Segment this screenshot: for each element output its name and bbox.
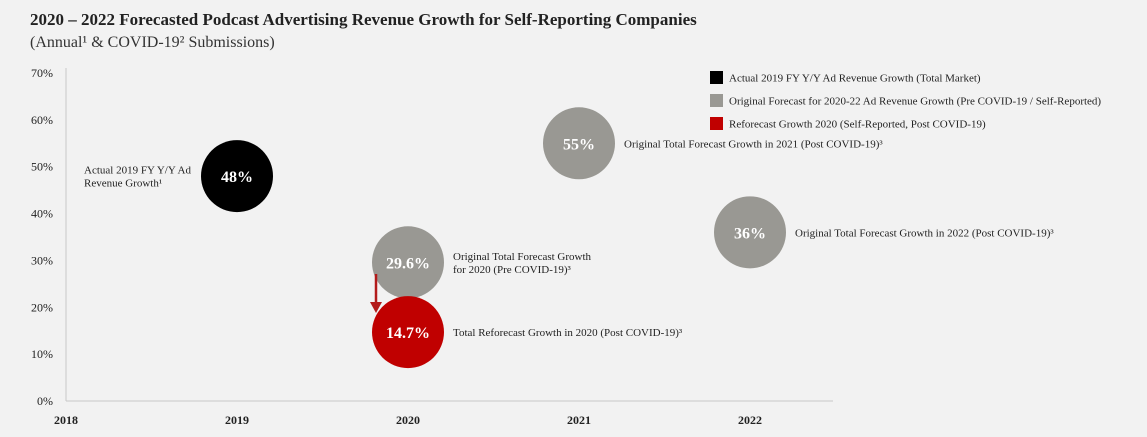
x-tick-label: 2020	[396, 413, 420, 427]
bubble	[372, 226, 444, 299]
legend-swatch	[710, 71, 723, 84]
x-tick-label: 2019	[225, 413, 249, 427]
legend-label: Reforecast Growth 2020 (Self-Reported, P…	[729, 119, 986, 131]
y-tick-label: 10%	[31, 347, 53, 361]
legend-swatch	[710, 117, 723, 130]
chart-title: 2020 – 2022 Forecasted Podcast Advertisi…	[30, 10, 697, 29]
bubble-value-label: 14.7%	[386, 325, 430, 342]
bubble-annotation: Original Total Forecast Growth in 2021 (…	[624, 138, 883, 150]
x-tick-label: 2022	[738, 413, 762, 427]
bubble-value-label: 29.6%	[386, 255, 430, 272]
legend-swatch	[710, 94, 723, 107]
axes: 0% 10% 20% 30% 40% 50% 60% 70% 2018 2019 2020 2021 2…	[31, 66, 833, 427]
bubble-annotation: Original Total Forecast Growth in 2022 (…	[795, 227, 1054, 239]
y-tick-label: 50%	[31, 160, 53, 174]
y-tick-label: 70%	[31, 66, 53, 80]
legend-label: Original Forecast for 2020-22 Ad Revenue…	[729, 96, 1101, 108]
bubble-value-label: 48%	[221, 169, 253, 186]
bubble-value-label: 55%	[563, 136, 595, 153]
bubble-annotation: Revenue Growth¹	[84, 178, 162, 190]
down-arrow-head	[370, 302, 382, 313]
bubble-value-label: 36%	[734, 225, 766, 242]
bubble-annotation: for 2020 (Pre COVID-19)³	[453, 264, 572, 276]
legend: Actual 2019 FY Y/Y Ad Revenue Growth (To…	[710, 71, 1101, 131]
bubble	[714, 196, 786, 269]
chart-subtitle: (Annual¹ & COVID-19² Submissions)	[30, 34, 275, 51]
bubble-annotation: Actual 2019 FY Y/Y Ad	[84, 165, 191, 177]
bubble-annotation: Total Reforecast Growth in 2020 (Post CO…	[453, 327, 683, 339]
bubble-annotation: Original Total Forecast Growth	[453, 251, 592, 263]
y-tick-label: 0%	[37, 394, 53, 408]
legend-label: Actual 2019 FY Y/Y Ad Revenue Growth (To…	[729, 73, 981, 85]
y-tick-label: 20%	[31, 300, 53, 314]
x-tick-label: 2021	[567, 413, 591, 427]
y-tick-label: 40%	[31, 207, 53, 221]
x-tick-label: 2018	[54, 413, 78, 427]
y-tick-label: 30%	[31, 253, 53, 267]
y-tick-label: 60%	[31, 113, 53, 127]
bubble	[543, 107, 615, 180]
bubble	[201, 140, 273, 213]
bubble	[372, 296, 444, 369]
